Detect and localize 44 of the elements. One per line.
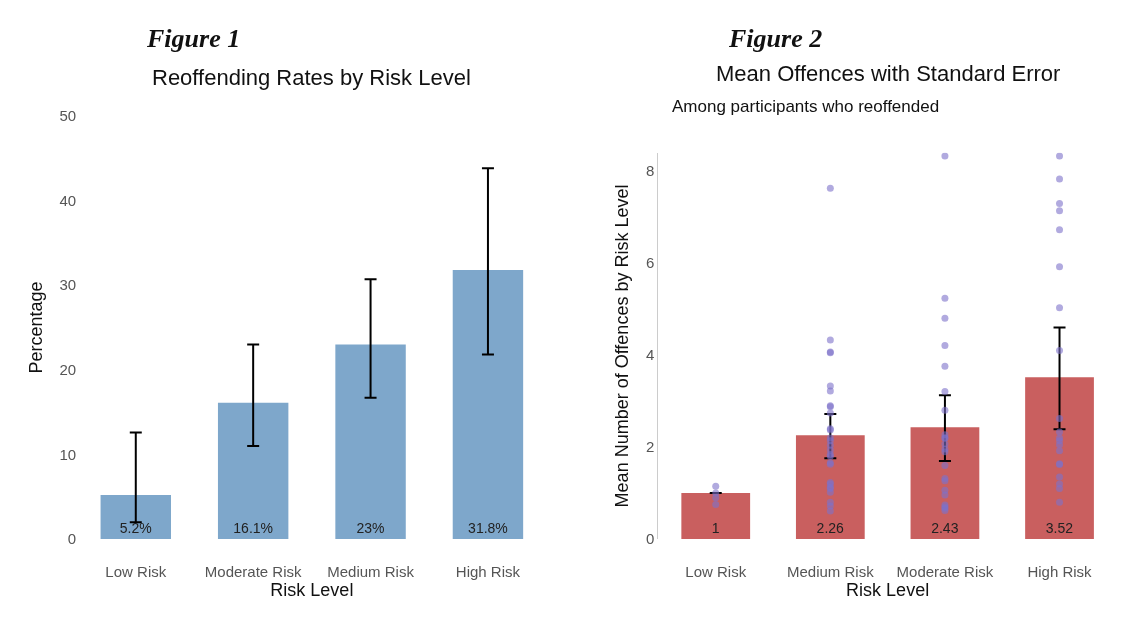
x-tick-label: Medium Risk	[786, 563, 875, 581]
y-tick-label: 2	[646, 438, 655, 456]
x-tick-label: High Risk	[1027, 563, 1093, 581]
data-label: 31.8%	[468, 520, 508, 537]
x-tick-label: Medium Risk	[327, 563, 415, 581]
bar	[910, 427, 980, 540]
chart-subtitle: Among participants who reoffended	[672, 97, 940, 116]
y-tick-label: 20	[59, 361, 77, 379]
data-label: 16.1%	[233, 520, 274, 537]
bar	[452, 269, 524, 540]
y-tick-label: 30	[59, 276, 77, 294]
chart-title: Reoffending Rates by Risk Level	[152, 65, 471, 90]
data-label: 5.2%	[119, 520, 152, 537]
caption: Figure 2	[728, 24, 823, 53]
x-tick-label: Moderate Risk	[896, 563, 994, 581]
bar	[100, 495, 171, 540]
y-tick-label: 6	[646, 254, 655, 272]
chart-title: Mean Offences with Standard Error	[716, 61, 1061, 86]
x-tick-label: High Risk	[455, 563, 521, 581]
y-tick-label: 4	[646, 346, 655, 364]
data-label: 2.26	[816, 520, 845, 537]
bar	[335, 344, 406, 540]
x-axis-title: Risk Level	[846, 580, 930, 601]
y-tick-label: 8	[646, 162, 655, 180]
bar	[217, 402, 289, 540]
data-label: 3.52	[1045, 520, 1074, 537]
caption: Figure 1	[146, 24, 241, 53]
data-label: 2.43	[931, 520, 959, 537]
y-tick-label: 40	[59, 191, 77, 209]
y-tick-label: 50	[59, 107, 77, 125]
bar	[681, 493, 751, 540]
x-tick-label: Low Risk	[105, 563, 167, 581]
x-tick-label: Low Risk	[685, 563, 747, 581]
x-axis-title: Risk Level	[270, 580, 354, 601]
bar	[1025, 377, 1094, 540]
bar	[795, 435, 865, 540]
y-tick-label: 10	[59, 445, 77, 463]
data-label: 1	[711, 520, 720, 537]
y-tick-label: 0	[67, 530, 77, 548]
y-axis-title: Percentage	[25, 281, 46, 374]
data-label: 23%	[356, 520, 385, 537]
y-axis-title: Mean Number of Offences by Risk Level	[612, 184, 633, 508]
y-tick-label: 0	[646, 530, 655, 548]
x-tick-label: Moderate Risk	[204, 563, 303, 581]
